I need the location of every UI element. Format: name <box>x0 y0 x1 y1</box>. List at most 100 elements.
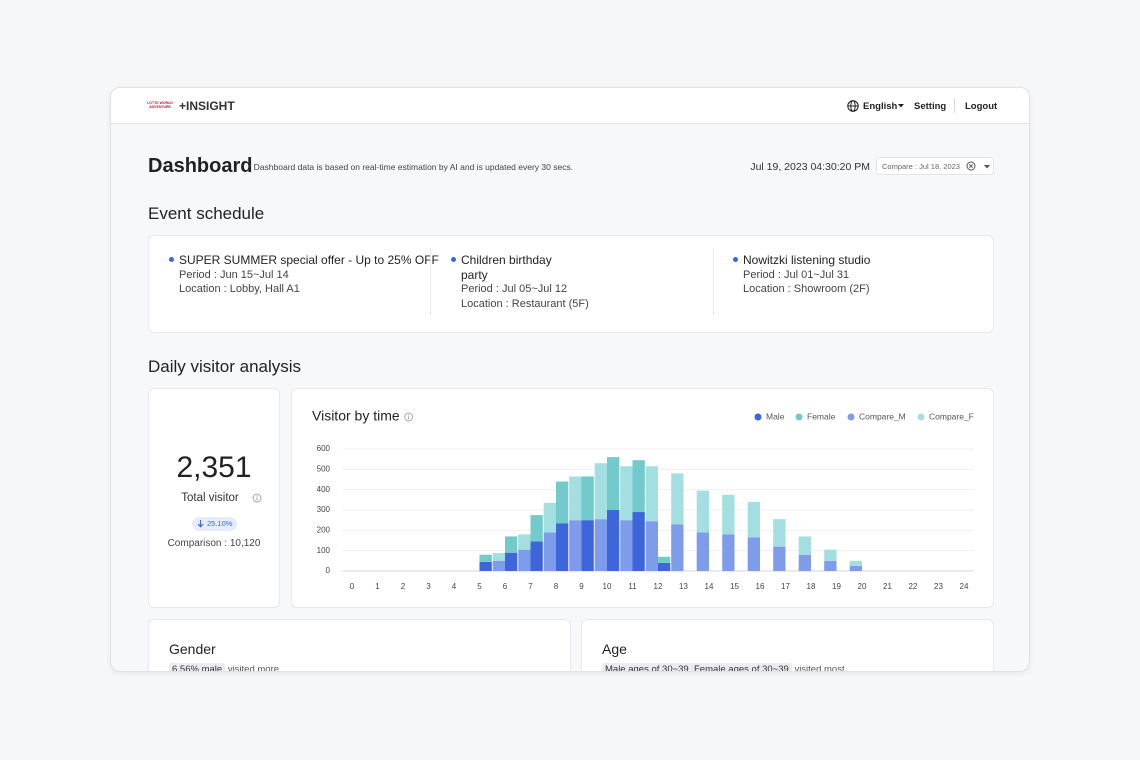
chart-card: Visitor by time 0 100 200 300 400 500 600 0 1 2 3 4… <box>291 388 994 608</box>
x-tick-label: 16 <box>756 582 765 591</box>
event: SUPER SUMMER special offer - Up to 25% O… <box>169 253 439 297</box>
down-arrow <box>197 520 204 528</box>
bar <box>632 460 645 513</box>
event-location: Location : Lobby, Hall A1 <box>179 283 300 295</box>
change-badge: 25.10% <box>192 517 238 531</box>
bar <box>479 554 492 562</box>
bar <box>607 457 620 510</box>
total-card: 2,351 Total visitor 25.10% Comparison : … <box>148 388 280 608</box>
bar <box>620 466 633 521</box>
x-tick-label: 8 <box>554 582 559 591</box>
legend-label: Compare_M <box>859 411 906 421</box>
summary-text: visited more <box>227 664 280 672</box>
setting-link[interactable]: Setting <box>914 101 947 112</box>
logout-link[interactable]: Logout <box>965 101 998 112</box>
bar <box>824 549 837 561</box>
bar <box>569 520 582 571</box>
note: * Dashboard data is based on real-time e… <box>248 162 574 172</box>
x-tick-label: 1 <box>375 582 380 591</box>
caret <box>898 104 904 108</box>
x-tick-label: 12 <box>654 582 663 591</box>
legend-label: Male <box>766 411 785 421</box>
caret <box>984 165 990 169</box>
compare-select[interactable]: Compare : Jul 18, 2023 <box>876 157 994 175</box>
x-tick-label: 21 <box>883 582 892 591</box>
bar <box>518 534 531 550</box>
event: Nowitzki listening studio Period : Jul 0… <box>732 253 870 297</box>
legend-marker <box>754 413 762 421</box>
x-tick-label: 22 <box>909 582 918 591</box>
bar <box>530 515 543 542</box>
bar <box>696 532 709 571</box>
divider <box>713 248 714 315</box>
total-label: Total visitor <box>181 492 239 504</box>
x-tick-label: 11 <box>628 582 637 591</box>
datetime: Jul 19, 2023 04:30:20 PM <box>750 161 870 173</box>
x-tick-label: 7 <box>528 582 533 591</box>
language-select[interactable]: English <box>863 101 898 112</box>
x-tick-label: 6 <box>503 582 508 591</box>
y-tick-label: 400 <box>317 485 331 494</box>
age-card: Age Male ages of 30~39, Female ages of 3… <box>581 619 994 672</box>
bar <box>543 502 556 533</box>
logo[interactable]: LOTTE WORLD ADVENTURE <box>147 101 173 109</box>
section-title: Daily visitor analysis <box>148 357 302 376</box>
info-icon[interactable] <box>252 493 262 503</box>
bar <box>849 560 862 566</box>
bar <box>518 549 531 571</box>
bar <box>632 512 645 571</box>
x-tick-label: 3 <box>426 582 431 591</box>
legend-marker <box>847 413 855 421</box>
y-tick-label: 300 <box>317 505 331 514</box>
bar <box>658 562 671 571</box>
summary: Male ages of 30~39, Female ages of 30~39… <box>602 663 845 672</box>
bar <box>645 521 658 571</box>
info-icon[interactable] <box>404 412 414 422</box>
summary-text: visited most <box>794 664 845 672</box>
x-tick-label: 19 <box>832 582 841 591</box>
bar <box>824 560 837 571</box>
bar <box>505 536 518 553</box>
total-value: 2,351 <box>176 451 252 484</box>
bar <box>492 560 505 571</box>
y-tick-label: 500 <box>317 464 331 473</box>
bar <box>671 473 684 525</box>
bar <box>722 534 735 571</box>
highlight: Male ages of 30~39, Female ages of 30~39 <box>602 663 792 671</box>
bar <box>556 481 569 524</box>
bar <box>581 476 594 521</box>
app-window: LOTTE WORLD ADVENTURE +INSIGHT English S… <box>110 87 1030 672</box>
event-location: Location : Restaurant (5F) <box>461 297 589 310</box>
x-tick-label: 23 <box>934 582 943 591</box>
event: Children birthday party Period : Jul 05~… <box>451 253 589 311</box>
x-tick-label: 18 <box>807 582 816 591</box>
y-tick-label: 600 <box>317 444 331 453</box>
bar <box>594 519 607 571</box>
bar <box>505 552 518 571</box>
bar <box>747 501 760 538</box>
clear-icon[interactable] <box>966 161 976 171</box>
x-tick-label: 4 <box>452 582 457 591</box>
bar <box>645 466 658 522</box>
x-tick-label: 14 <box>705 582 714 591</box>
y-tick-label: 200 <box>317 525 331 534</box>
x-tick-label: 24 <box>960 582 969 591</box>
bar <box>530 541 543 571</box>
legend-label: Compare_F <box>929 411 974 421</box>
x-tick-label: 10 <box>603 582 612 591</box>
event-card: SUPER SUMMER special offer - Up to 25% O… <box>148 235 994 333</box>
x-tick-label: 20 <box>858 582 867 591</box>
section-title: Event schedule <box>148 204 265 223</box>
event-period: Period : Jun 15~Jul 14 <box>179 268 289 281</box>
x-tick-label: 15 <box>730 582 739 591</box>
product-name: +INSIGHT <box>179 99 235 113</box>
bar <box>798 554 811 571</box>
legend-marker <box>795 413 803 421</box>
card-title: Gender <box>169 641 216 657</box>
bar <box>747 537 760 571</box>
legend-label: Female <box>807 411 836 421</box>
gender-card: Gender 6.56% male visited more <box>148 619 571 672</box>
summary: 6.56% male visited more <box>169 663 280 672</box>
